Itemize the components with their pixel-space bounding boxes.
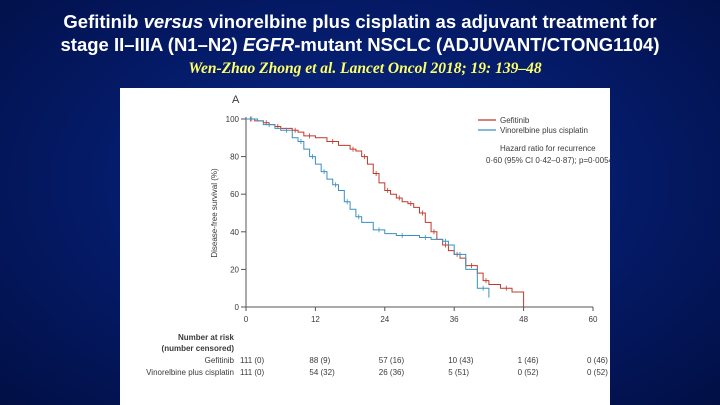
y-tick-label: 20	[230, 265, 239, 274]
legend-entry: Gefitinib	[500, 116, 530, 125]
legend-entry: Vinorelbine plus cisplatin	[500, 126, 588, 135]
title-text: stage II–IIIA (N1–N2)	[60, 34, 243, 55]
risk-table-subheader: (number censored)	[162, 344, 235, 353]
title-line-1: Gefitinib versus vinorelbine plus cispla…	[0, 10, 720, 33]
risk-table-header: Number at risk	[178, 333, 235, 342]
x-tick-label: 12	[311, 315, 320, 324]
y-tick-label: 40	[230, 228, 239, 237]
risk-cell: 57 (16)	[379, 356, 405, 365]
citation: Wen-Zhao Zhong et al. Lancet Oncol 2018;…	[188, 60, 542, 77]
risk-row-label: Gefitinib	[205, 356, 235, 365]
title-italic: EGFR	[242, 34, 295, 55]
risk-cell: 88 (9)	[309, 356, 330, 365]
y-tick-label: 80	[230, 153, 239, 162]
chart-panel: A 0 20 40 60 80 100 0 12 24 36 48 60 Disease-free sur…	[120, 88, 610, 405]
hazard-ratio-label: Hazard ratio for recurrence	[500, 144, 596, 153]
x-tick-label: 48	[519, 315, 528, 324]
risk-cell: 0 (52)	[587, 368, 608, 377]
risk-cell: 5 (51)	[448, 368, 469, 377]
x-tick-label: 0	[244, 315, 249, 324]
risk-cell: 26 (36)	[379, 368, 405, 377]
series-line-gefitinib	[246, 118, 525, 307]
y-tick-label: 0	[235, 303, 240, 312]
panel-label: A	[232, 94, 240, 106]
title-text: -mutant NSCLC (ADJUVANT/CTONG1104)	[294, 34, 660, 55]
risk-cell: 0 (52)	[518, 368, 539, 377]
title-italic: versus	[143, 11, 204, 32]
hazard-ratio-value: 0·60 (95% CI 0·42–0·87); p=0·0054	[486, 156, 610, 165]
y-tick-label: 100	[226, 115, 240, 124]
title-text: Gefitinib	[63, 11, 144, 32]
x-tick-label: 24	[380, 315, 389, 324]
risk-row-label: Vinorelbine plus cisplatin	[146, 368, 234, 377]
risk-cell: 10 (43)	[448, 356, 474, 365]
risk-cell: 54 (32)	[309, 368, 335, 377]
slide-title: Gefitinib versus vinorelbine plus cispla…	[0, 10, 720, 56]
title-text: vinorelbine plus cisplatin as adjuvant t…	[203, 11, 657, 32]
risk-cell: 1 (46)	[518, 356, 539, 365]
risk-cell: 0 (46)	[587, 356, 608, 365]
risk-cell: 111 (0)	[240, 356, 264, 365]
series-line-vinorelbine	[246, 118, 490, 298]
x-tick-label: 36	[450, 315, 459, 324]
x-tick-label: 60	[589, 315, 598, 324]
risk-cell: 111 (0)	[240, 368, 264, 377]
title-line-2: stage II–IIIA (N1–N2) EGFR-mutant NSCLC …	[0, 33, 720, 56]
y-axis-label: Disease-free survival (%)	[210, 168, 219, 258]
km-chart: A 0 20 40 60 80 100 0 12 24 36 48 60 Disease-free sur…	[146, 94, 610, 377]
y-tick-label: 60	[230, 190, 239, 199]
